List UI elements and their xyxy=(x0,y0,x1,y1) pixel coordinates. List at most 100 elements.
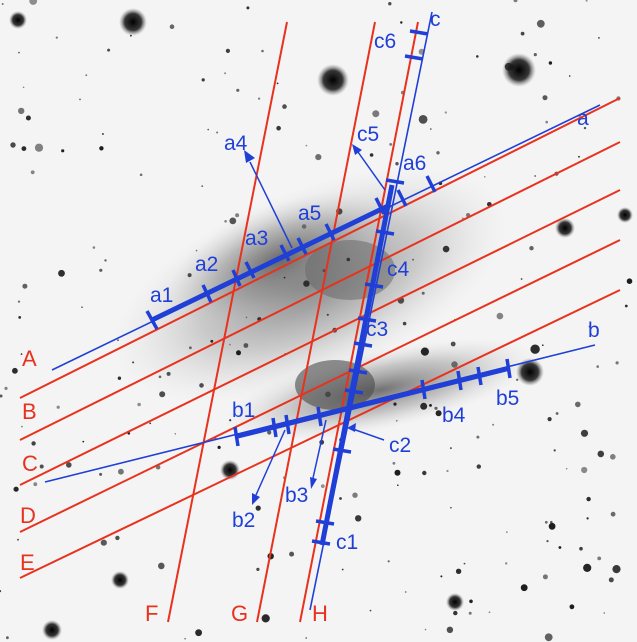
faint-star xyxy=(243,343,249,348)
faint-star xyxy=(256,567,260,572)
faint-star xyxy=(455,568,462,574)
faint-star xyxy=(450,341,456,347)
faint-star xyxy=(610,454,616,460)
faint-star xyxy=(420,347,429,356)
faint-star xyxy=(224,220,227,223)
faint-star xyxy=(137,402,141,407)
label-c4: c4 xyxy=(387,258,410,281)
arrowhead-b2 xyxy=(252,493,260,505)
faint-star xyxy=(104,259,107,262)
faint-star xyxy=(421,291,425,295)
faint-star xyxy=(569,604,575,610)
label-c3: c3 xyxy=(366,318,388,341)
arrow-b3 xyxy=(312,419,327,479)
faint-star xyxy=(22,86,25,89)
slit-lines xyxy=(19,21,621,623)
tick-b1 xyxy=(233,426,240,447)
faint-star xyxy=(588,325,591,328)
faint-star xyxy=(236,350,241,356)
faint-star xyxy=(397,484,399,487)
slit-line-b xyxy=(19,141,621,441)
tick-a8 xyxy=(374,197,386,215)
bright-star xyxy=(111,571,129,589)
slit-labels: A B C D E F G H xyxy=(20,346,328,626)
faint-star xyxy=(246,6,250,10)
faint-star xyxy=(610,511,616,517)
faint-star xyxy=(117,339,119,342)
tick-c8 xyxy=(364,282,384,289)
faint-star xyxy=(261,49,264,53)
arrow-b2 xyxy=(255,429,286,496)
tick-b3 xyxy=(284,414,291,435)
faint-star xyxy=(1,3,4,5)
faint-star xyxy=(199,383,204,388)
tick-a7 xyxy=(324,223,336,241)
label-c5: c5 xyxy=(357,123,379,146)
faint-star xyxy=(550,520,553,524)
faint-star xyxy=(626,278,633,285)
faint-star xyxy=(392,461,396,465)
faint-star xyxy=(542,95,548,101)
slit-label-a: A xyxy=(22,346,37,371)
faint-star xyxy=(534,175,537,177)
arrow-a4 xyxy=(249,161,293,249)
slit-line-f xyxy=(167,21,288,623)
faint-star xyxy=(597,36,600,39)
tick-a5 xyxy=(279,244,291,262)
faint-star xyxy=(13,486,19,492)
faint-star xyxy=(597,450,605,458)
faint-star xyxy=(210,339,214,343)
faint-star xyxy=(225,48,230,54)
faint-star xyxy=(435,410,442,417)
faint-star xyxy=(276,82,279,85)
faint-star xyxy=(99,268,103,272)
faint-star xyxy=(282,104,287,109)
faint-star xyxy=(355,515,362,522)
tick-a10 xyxy=(425,175,437,193)
faint-star xyxy=(558,546,562,549)
faint-star xyxy=(158,562,165,570)
faint-star xyxy=(58,269,65,277)
slit-line-d xyxy=(19,239,621,533)
faint-star xyxy=(20,353,23,355)
bright-star xyxy=(516,358,544,386)
faint-star xyxy=(422,470,427,476)
faint-star xyxy=(33,482,38,487)
faint-star xyxy=(488,611,491,614)
tick-b8 xyxy=(505,358,512,379)
label-a5: a5 xyxy=(298,202,321,225)
slit-label-d: D xyxy=(20,503,36,528)
faint-star xyxy=(509,64,516,70)
faint-star xyxy=(424,628,427,631)
faint-star xyxy=(31,441,36,446)
faint-star xyxy=(352,492,358,498)
bright-star xyxy=(42,620,62,640)
arrowhead-c5 xyxy=(352,144,362,155)
faint-star xyxy=(305,637,308,639)
faint-star xyxy=(520,584,528,592)
tick-c4 xyxy=(344,388,364,395)
bright-star xyxy=(119,8,147,36)
faint-star xyxy=(555,412,559,415)
faint-star xyxy=(229,217,237,225)
aperture-ticks xyxy=(145,29,512,546)
faint-star xyxy=(245,316,248,319)
bright-star xyxy=(555,218,575,238)
faint-star xyxy=(476,55,479,58)
faint-star xyxy=(444,111,447,114)
tick-c7 xyxy=(357,316,377,323)
faint-star xyxy=(56,405,60,409)
segment-a-bar xyxy=(150,202,392,323)
faint-star xyxy=(476,435,480,439)
faint-star xyxy=(389,143,393,146)
faint-star xyxy=(117,376,122,380)
faint-star xyxy=(612,565,621,574)
slit-line-c xyxy=(19,189,621,486)
label-a4: a4 xyxy=(224,132,248,155)
faint-star xyxy=(553,449,556,452)
faint-star xyxy=(320,484,325,488)
faint-star xyxy=(10,142,16,148)
tick-b7 xyxy=(476,366,483,386)
slit-line-e xyxy=(19,289,621,579)
